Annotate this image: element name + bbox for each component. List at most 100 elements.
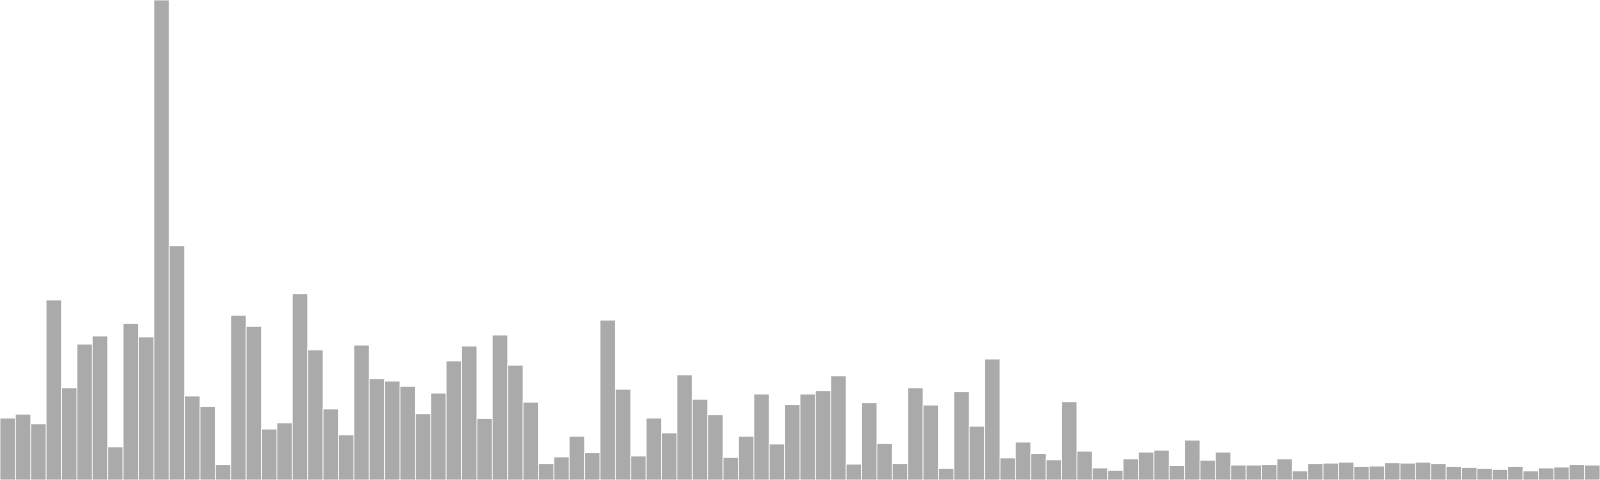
bar-4 <box>61 387 78 480</box>
bar-34 <box>522 401 539 480</box>
bar-100 <box>1538 467 1555 480</box>
bar-73 <box>1122 458 1139 480</box>
bar-80 <box>1230 464 1247 480</box>
bar-81 <box>1245 464 1262 480</box>
bar-30 <box>461 345 478 480</box>
bar-98 <box>1507 466 1524 480</box>
bar-20 <box>307 349 324 480</box>
bar-8 <box>122 323 139 480</box>
bar-33 <box>507 364 524 480</box>
bar-52 <box>799 393 816 480</box>
bar-18 <box>276 422 293 480</box>
bar-66 <box>1014 441 1032 480</box>
bar-83 <box>1276 458 1293 480</box>
bar-58 <box>891 463 909 480</box>
bar-39 <box>599 319 616 480</box>
bar-99 <box>1522 470 1539 480</box>
bar-70 <box>1076 450 1093 480</box>
bar-7 <box>107 446 124 480</box>
bar-78 <box>1199 459 1216 480</box>
bar-62 <box>953 391 970 480</box>
bar-26 <box>399 385 416 480</box>
bar-42 <box>645 417 662 480</box>
bar-28 <box>430 392 447 480</box>
bar-9 <box>138 336 155 480</box>
bar-92 <box>1414 461 1432 480</box>
bar-49 <box>753 393 770 480</box>
bar-60 <box>922 404 939 480</box>
bar-43 <box>661 432 678 480</box>
bar-55 <box>845 463 862 480</box>
bar-68 <box>1045 459 1062 480</box>
bar-74 <box>1138 451 1155 480</box>
bar-32 <box>491 334 509 480</box>
bar-47 <box>722 457 739 480</box>
bar-51 <box>784 404 801 480</box>
bar-41 <box>630 455 647 480</box>
bar-54 <box>830 375 847 480</box>
bar-84 <box>1291 470 1309 480</box>
bar-40 <box>614 388 632 480</box>
bar-57 <box>876 443 893 480</box>
bar-95 <box>1461 467 1478 480</box>
bar-46 <box>707 414 724 480</box>
bar-103 <box>1584 464 1600 480</box>
bar-53 <box>814 390 832 480</box>
bar-63 <box>968 425 986 480</box>
bar-24 <box>368 378 386 480</box>
bar-101 <box>1553 466 1570 480</box>
bar-22 <box>338 434 355 480</box>
bar-13 <box>199 406 216 480</box>
bar-48 <box>738 435 755 480</box>
bar-82 <box>1261 464 1278 480</box>
bar-67 <box>1030 453 1047 480</box>
bar-23 <box>353 344 370 480</box>
bar-2 <box>30 423 47 480</box>
bar-3 <box>45 299 62 480</box>
bar-86 <box>1322 462 1339 480</box>
bar-90 <box>1384 462 1401 480</box>
bar-89 <box>1368 465 1386 480</box>
bar-11 <box>168 245 186 480</box>
bar-17 <box>261 428 278 480</box>
bar-56 <box>861 402 878 480</box>
bar-97 <box>1491 469 1509 480</box>
bar-1 <box>14 413 32 480</box>
bar-88 <box>1353 466 1370 480</box>
bar-72 <box>1107 469 1124 480</box>
bar-59 <box>907 387 924 480</box>
bar-6 <box>91 335 109 480</box>
bar-25 <box>384 380 401 480</box>
bar-14 <box>214 464 232 480</box>
bar-79 <box>1214 451 1232 480</box>
bar-16 <box>245 325 262 480</box>
bar-71 <box>1091 467 1109 480</box>
bar-10 <box>153 0 170 480</box>
bar-76 <box>1168 465 1186 480</box>
bar-27 <box>414 413 432 480</box>
bar-35 <box>538 463 555 480</box>
bar-44 <box>676 374 693 480</box>
bar-0 <box>0 417 16 480</box>
bar-38 <box>584 452 601 480</box>
bar-45 <box>691 398 709 480</box>
bar-87 <box>1338 461 1355 480</box>
bar-29 <box>445 360 462 480</box>
bar-91 <box>1399 462 1416 480</box>
bar-19 <box>291 293 309 480</box>
bar-96 <box>1476 468 1493 480</box>
bar-5 <box>76 343 93 480</box>
bar-77 <box>1184 439 1201 480</box>
bar-93 <box>1430 463 1447 480</box>
bar-94 <box>1445 466 1462 480</box>
bar-31 <box>476 418 493 480</box>
bar-102 <box>1568 464 1586 480</box>
bar-69 <box>1061 401 1078 480</box>
bar-21 <box>322 408 339 480</box>
bar-85 <box>1307 463 1324 480</box>
bar-12 <box>184 395 201 480</box>
bar-37 <box>568 435 586 480</box>
bar-15 <box>230 314 247 480</box>
